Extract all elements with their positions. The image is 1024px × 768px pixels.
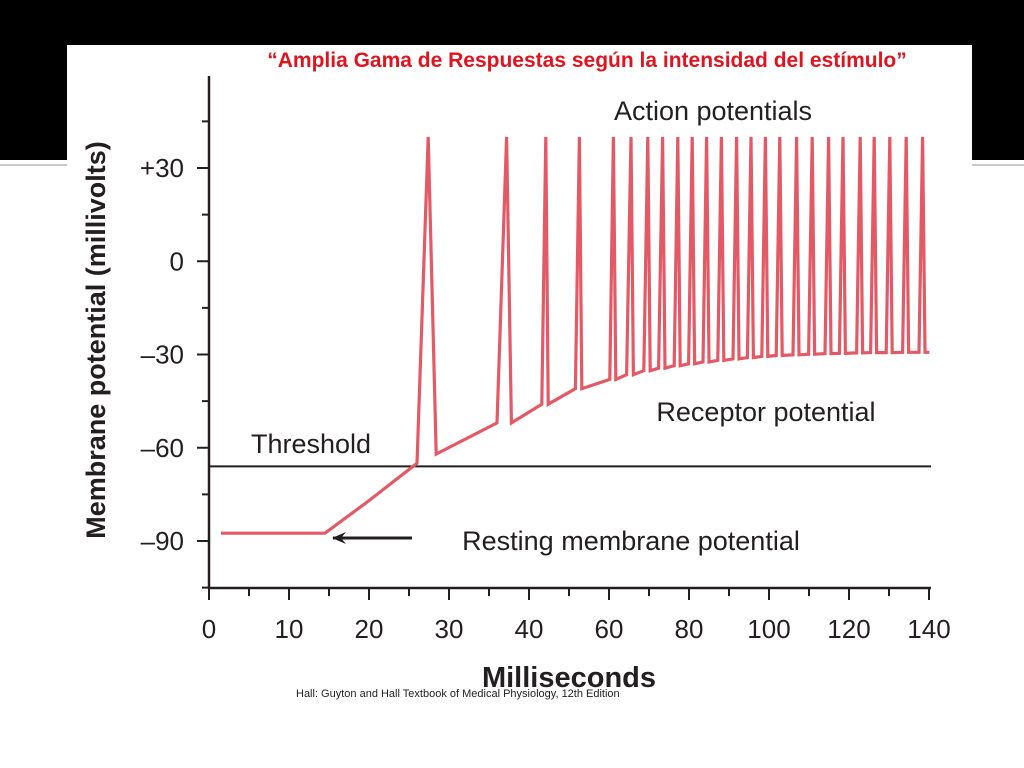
x-tick-label: 80	[675, 614, 704, 644]
y-tick-label: –60	[141, 433, 184, 463]
source-caption: Hall: Guyton and Hall Textbook of Medica…	[296, 688, 620, 700]
tick-marks	[197, 120, 930, 600]
axes	[207, 76, 931, 590]
y-tick-label: –30	[141, 340, 184, 370]
x-tick-label: 10	[275, 614, 304, 644]
series-group	[221, 136, 930, 535]
x-tick-label: 30	[435, 614, 464, 644]
annotation-threshold: Threshold	[251, 429, 371, 459]
labels-group: Milliseconds Membrane potential (millivo…	[81, 96, 951, 694]
x-tick-label: 0	[202, 614, 216, 644]
annotation-action-potentials: Action potentials	[614, 96, 812, 126]
annotation-resting-potential: Resting membrane potential	[462, 526, 800, 556]
x-tick-label: 20	[355, 614, 384, 644]
y-tick-label: –90	[141, 526, 184, 556]
slide-title: “Amplia Gama de Respuestas según la inte…	[267, 49, 907, 72]
x-tick-label: 140	[907, 614, 950, 644]
figure-panel: “Amplia Gama de Respuestas según la inte…	[67, 45, 972, 707]
x-tick-label: 40	[515, 614, 544, 644]
annotation-receptor-potential: Receptor potential	[656, 397, 875, 427]
divider-line-left	[0, 164, 67, 166]
divider-line-right	[972, 164, 1024, 166]
x-tick-label: 60	[595, 614, 624, 644]
y-axis-label: Membrane potential (millivolts)	[81, 141, 111, 539]
x-axis-label: Milliseconds	[482, 662, 656, 694]
y-tick-label: 0	[170, 246, 184, 276]
x-tick-label: 120	[827, 614, 870, 644]
x-tick-label: 100	[747, 614, 790, 644]
y-tick-label: +30	[140, 153, 184, 183]
membrane-potential-trace	[221, 136, 930, 535]
